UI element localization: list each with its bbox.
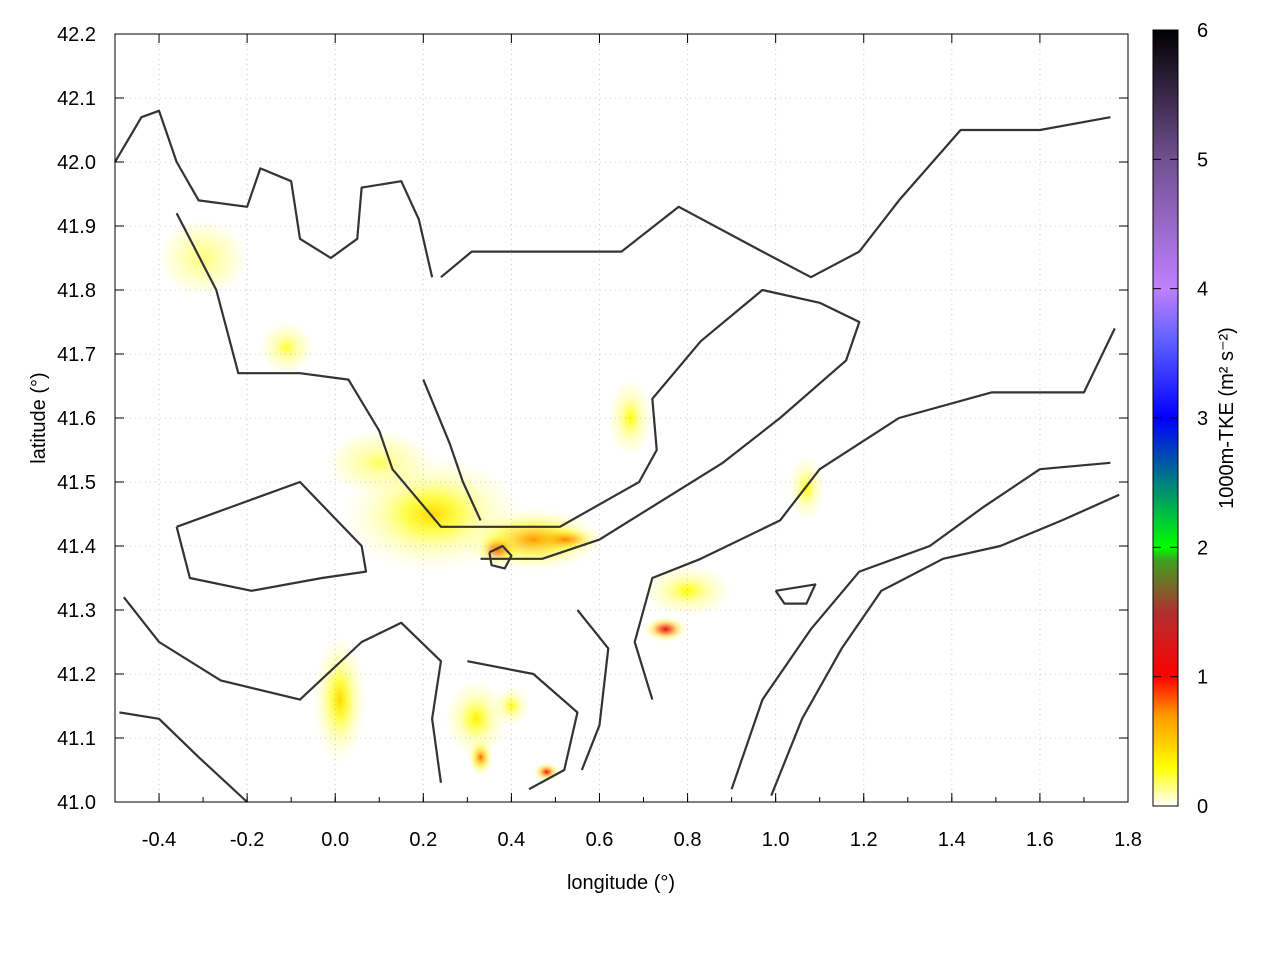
colorbar-tick-label: 4	[1197, 279, 1208, 301]
x-tick-label: -0.4	[142, 829, 176, 851]
contour-line	[422, 379, 482, 521]
colorbar-tick-label: 2	[1197, 537, 1208, 559]
x-tick-label: 1.0	[762, 829, 790, 851]
y-tick-label: 41.4	[57, 536, 96, 558]
colorbar-tick-label: 5	[1197, 149, 1208, 171]
colorbar-label: 1000m-TKE (m² s⁻²)	[1216, 327, 1238, 509]
tke-hotspot	[788, 456, 825, 521]
contour-line	[119, 711, 248, 803]
x-tick-label: 0.2	[409, 829, 437, 851]
contour-line	[175, 480, 368, 592]
x-tick-label: 0.0	[321, 829, 349, 851]
tke-hotspot	[313, 635, 367, 764]
contour-line	[576, 609, 610, 771]
x-tick-label: 1.6	[1026, 829, 1054, 851]
contour-line	[774, 583, 817, 605]
tke-hotspot	[643, 616, 688, 642]
y-tick-label: 41.6	[57, 408, 96, 430]
y-tick-label: 41.8	[57, 280, 96, 302]
y-tick-label: 41.0	[57, 792, 96, 814]
y-tick-label: 41.2	[57, 664, 96, 686]
x-tick-label: 1.8	[1114, 829, 1142, 851]
y-tick-label: 42.0	[57, 152, 96, 174]
contour-line	[440, 116, 1111, 279]
tke-hotspot	[326, 430, 433, 495]
contour-lines	[114, 109, 1120, 803]
tke-hotspot	[159, 219, 248, 297]
contour-line	[175, 212, 861, 560]
y-tick-label: 41.3	[57, 600, 96, 622]
colorbar-tick-label: 0	[1197, 796, 1208, 818]
tke-hotspot	[493, 686, 530, 726]
x-tick-label: 0.6	[586, 829, 614, 851]
tke-heatmap	[159, 219, 825, 782]
y-axis-ticks: 41.0 41.1 41.2 41.3 41.4 41.5 41.6 41.7 41.8 41.9…	[57, 24, 1128, 814]
x-tick-label: 1.4	[938, 829, 966, 851]
y-tick-label: 42.2	[57, 24, 96, 46]
y-tick-label: 41.9	[57, 216, 96, 238]
contour-line	[467, 660, 579, 791]
y-tick-label: 41.7	[57, 344, 96, 366]
x-axis-ticks: -0.4 -0.2 0.0 0.2 0.4 0.6 0.8 1.0 1.2 1.4 1.6 1.8	[114, 34, 1142, 851]
colorbar-ticks: 0 1 2 3 4 5 6	[1153, 20, 1208, 818]
y-tick-label: 42.1	[57, 88, 96, 110]
contour-line	[633, 327, 1116, 700]
x-axis-label: longitude (°)	[567, 872, 675, 894]
x-tick-label: 0.4	[497, 829, 525, 851]
contour-line	[770, 493, 1120, 797]
contour-line	[488, 544, 513, 570]
tke-hotspot	[462, 507, 604, 572]
colorbar-tick-label: 1	[1197, 667, 1208, 689]
contour-line	[114, 109, 434, 278]
tke-hotspot	[260, 322, 314, 374]
x-tick-label: 0.8	[674, 829, 702, 851]
y-axis-label: latitude (°)	[28, 372, 50, 463]
tke-hotspot	[643, 565, 732, 617]
tke-hotspot	[445, 680, 507, 758]
x-tick-label: -0.2	[230, 829, 264, 851]
colorbar-tick-label: 3	[1197, 408, 1208, 430]
contour-line	[122, 596, 443, 783]
x-tick-label: 1.2	[850, 829, 878, 851]
y-tick-label: 41.1	[57, 728, 96, 750]
y-tick-label: 41.5	[57, 472, 96, 494]
colorbar-tick-label: 6	[1197, 20, 1208, 42]
contour-line	[730, 461, 1111, 790]
